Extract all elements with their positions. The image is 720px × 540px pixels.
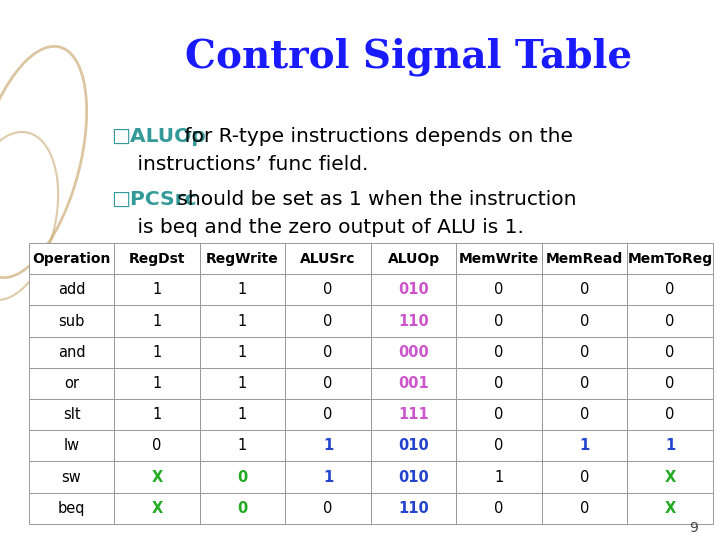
Text: instructions’ func field.: instructions’ func field. bbox=[112, 155, 368, 174]
Text: Control Signal Table: Control Signal Table bbox=[185, 37, 632, 76]
Text: 9: 9 bbox=[690, 521, 698, 535]
Text: for R-type instructions depends on the: for R-type instructions depends on the bbox=[178, 127, 573, 146]
Text: □PCSrc: □PCSrc bbox=[112, 190, 197, 209]
Text: is beq and the zero output of ALU is 1.: is beq and the zero output of ALU is 1. bbox=[112, 218, 523, 237]
Text: □ALUOp: □ALUOp bbox=[112, 127, 207, 146]
Text: should be set as 1 when the instruction: should be set as 1 when the instruction bbox=[171, 190, 576, 209]
